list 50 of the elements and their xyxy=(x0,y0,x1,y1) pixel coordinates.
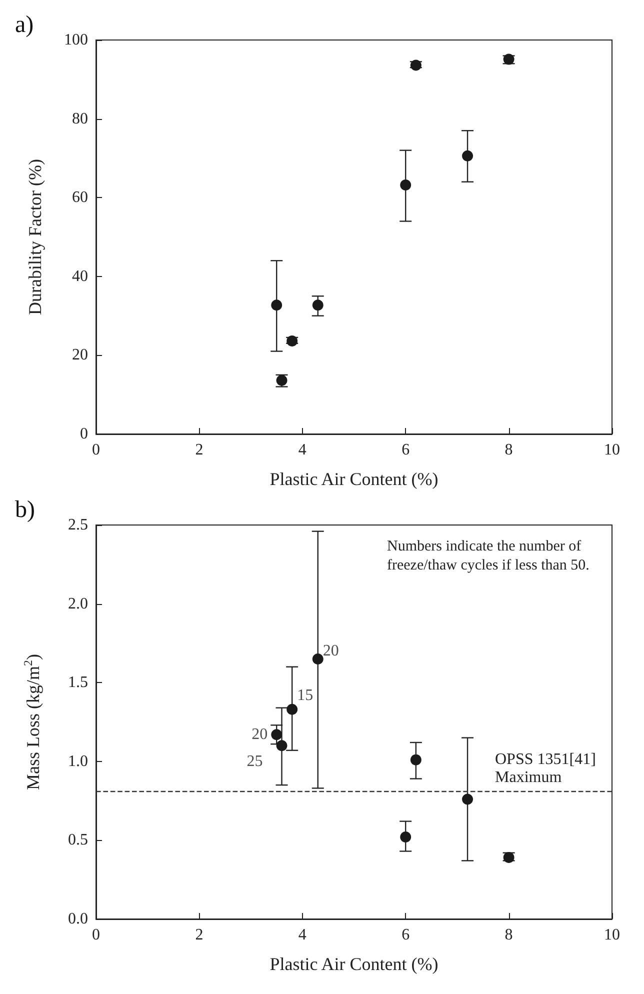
x-tick-label: 8 xyxy=(504,442,513,458)
x-tick-label: 0 xyxy=(92,442,100,458)
y-tick-label: 40 xyxy=(72,268,88,285)
x-axis-title: Plastic Air Content (%) xyxy=(270,469,438,489)
x-tick-label: 4 xyxy=(298,926,306,944)
ref-line-label: OPSS 1351[41] Maximum xyxy=(495,750,600,786)
point xyxy=(410,60,422,71)
annotation: 20 xyxy=(322,642,339,660)
y-tick-label: 2.0 xyxy=(68,595,88,612)
y-tick-label: 1.0 xyxy=(68,752,88,770)
y-tick-label: 0.0 xyxy=(68,910,88,928)
point xyxy=(462,794,474,805)
point xyxy=(503,852,514,864)
point xyxy=(312,300,324,311)
point xyxy=(410,754,422,766)
x-tick-label: 0 xyxy=(92,926,100,944)
annotation: 15 xyxy=(297,686,314,704)
y-axis-title: Durability Factor (%) xyxy=(25,159,45,315)
annotation: 20 xyxy=(252,726,268,744)
x-tick-label: 10 xyxy=(604,442,620,458)
y-axis-title: Mass Loss (kg/m2) xyxy=(21,654,43,790)
y-tick-label: 0 xyxy=(80,426,88,442)
y-tick-label: 60 xyxy=(72,189,88,206)
x-tick-label: 4 xyxy=(298,442,306,458)
annotation: 25 xyxy=(246,753,263,770)
point xyxy=(400,832,412,843)
x-axis-title: Plastic Air Content (%) xyxy=(270,954,438,974)
point xyxy=(400,179,412,190)
y-tick-label: 0.5 xyxy=(68,832,88,849)
y-tick-label: 1.5 xyxy=(68,674,88,692)
point xyxy=(276,740,288,752)
point xyxy=(271,300,282,311)
point xyxy=(312,653,324,664)
point xyxy=(286,336,298,347)
y-tick-label: 80 xyxy=(72,110,88,128)
x-tick-label: 6 xyxy=(402,442,410,458)
x-tick-label: 2 xyxy=(195,926,204,944)
point xyxy=(286,704,298,715)
x-tick-label: 2 xyxy=(195,442,204,458)
y-tick-label: 100 xyxy=(64,32,88,48)
x-tick-label: 8 xyxy=(504,926,513,944)
chart-title: a) xyxy=(15,12,34,38)
point xyxy=(271,729,282,740)
y-tick-label: 2.5 xyxy=(68,516,88,534)
x-tick-label: 10 xyxy=(604,926,620,944)
y-tick-label: 20 xyxy=(72,346,88,364)
point xyxy=(462,150,474,162)
chart-title: b) xyxy=(15,497,35,523)
annotation: Numbers indicate the number of freeze/thaw cycles if less than 50. xyxy=(387,538,590,574)
x-tick-label: 6 xyxy=(402,926,410,944)
